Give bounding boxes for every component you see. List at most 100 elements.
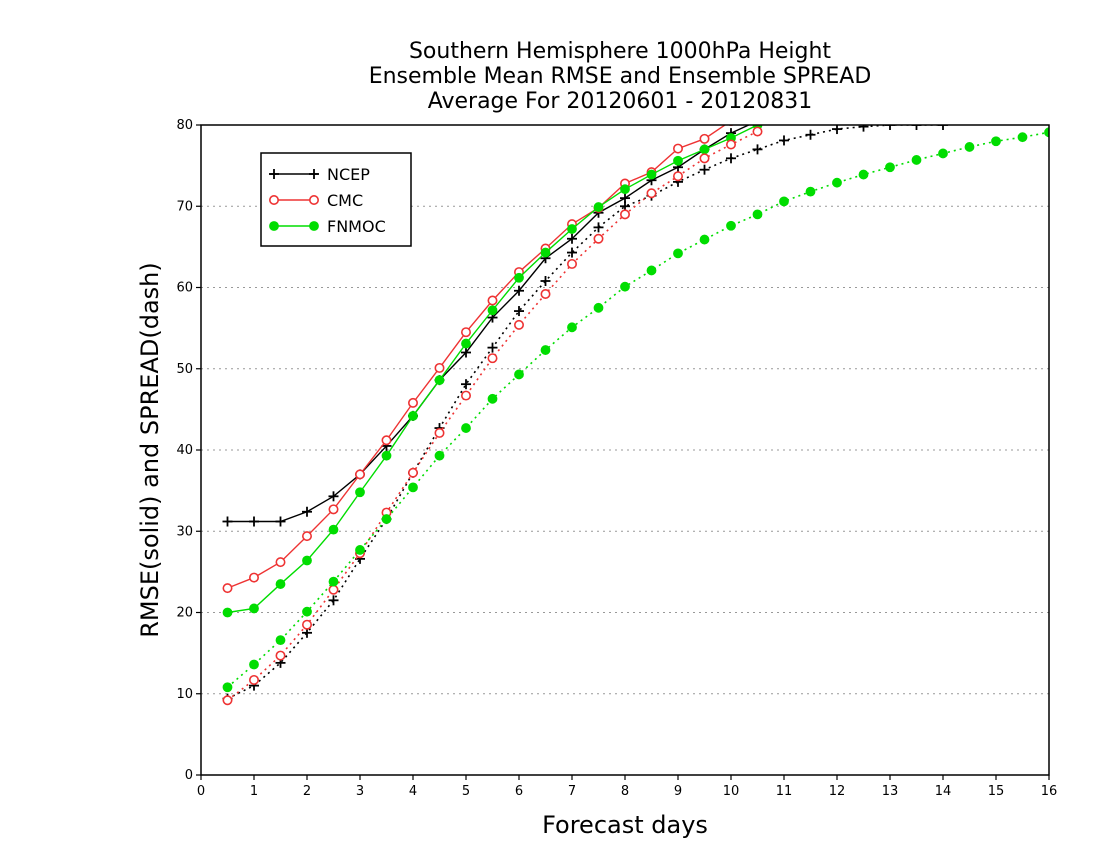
data-point — [567, 233, 577, 244]
data-point — [514, 306, 524, 317]
x-tick-label: 14 — [935, 784, 952, 799]
x-tick-label: 5 — [462, 784, 470, 799]
x-tick-label: 3 — [356, 784, 364, 799]
data-point — [567, 224, 577, 234]
legend-marker — [309, 221, 319, 231]
data-point — [885, 162, 895, 173]
data-point — [646, 169, 657, 180]
legend: NCEP CMC FNMOC — [260, 152, 412, 247]
data-point — [460, 390, 471, 401]
data-point — [593, 202, 604, 212]
data-point — [646, 188, 657, 199]
data-point — [249, 674, 260, 685]
data-point — [434, 450, 445, 461]
data-point — [460, 327, 471, 338]
data-point — [461, 338, 471, 349]
data-point — [938, 148, 948, 159]
data-point — [911, 125, 922, 130]
data-point — [249, 572, 260, 583]
data-point — [461, 423, 471, 433]
x-tick-label: 9 — [674, 784, 682, 799]
y-tick-label: 30 — [176, 524, 193, 539]
data-point — [434, 427, 445, 438]
legend-label: CMC — [327, 191, 363, 210]
data-point — [540, 288, 551, 299]
data-point — [540, 247, 551, 258]
data-point — [513, 319, 524, 330]
x-tick-label: 4 — [409, 784, 417, 799]
y-tick-label: 20 — [176, 606, 193, 621]
y-tick-label: 40 — [176, 443, 193, 458]
legend-marker — [268, 195, 279, 206]
y-tick-label: 60 — [176, 281, 193, 296]
data-point — [222, 695, 233, 706]
data-point — [566, 258, 577, 269]
data-point — [672, 171, 683, 182]
data-point — [328, 576, 339, 587]
y-tick-label: 50 — [176, 362, 193, 377]
data-point — [779, 196, 789, 207]
data-point — [911, 155, 922, 165]
data-point — [1017, 132, 1028, 143]
legend-marker — [308, 195, 319, 206]
data-point — [699, 133, 710, 144]
y-axis-label: RMSE(solid) and SPREAD(dash) — [136, 262, 164, 638]
data-point — [540, 276, 551, 286]
chart-title-line-2: Ensemble Mean RMSE and Ensemble SPREAD — [369, 64, 872, 89]
x-tick-label: 15 — [988, 784, 1005, 799]
legend-entry: CMC — [268, 191, 363, 210]
data-point — [699, 153, 710, 164]
data-point — [514, 285, 524, 296]
data-point — [593, 222, 604, 233]
series-lines — [222, 125, 1049, 706]
data-point — [434, 362, 445, 373]
y-tick-label: 70 — [176, 199, 193, 214]
data-point — [938, 125, 948, 130]
x-tick-label: 11 — [776, 784, 793, 799]
x-tick-label: 12 — [829, 784, 846, 799]
data-point — [858, 125, 869, 132]
data-point — [275, 635, 286, 646]
data-point — [858, 169, 869, 180]
data-point — [752, 126, 763, 137]
y-tick-label: 10 — [176, 687, 193, 702]
data-point — [726, 220, 736, 231]
data-point — [301, 619, 312, 630]
data-point — [461, 379, 471, 390]
data-point — [434, 375, 445, 386]
data-point — [567, 322, 577, 333]
data-point — [673, 155, 683, 166]
legend-label: NCEP — [327, 165, 370, 184]
data-point — [328, 595, 339, 606]
data-point — [805, 129, 816, 140]
data-point — [302, 506, 312, 517]
x-tick-label: 0 — [197, 784, 205, 799]
x-tick-label: 10 — [723, 784, 740, 799]
x-tick-label: 1 — [250, 784, 258, 799]
data-point — [540, 345, 551, 355]
y-tick-label: 0 — [185, 768, 193, 783]
x-tick-label: 7 — [568, 784, 576, 799]
data-point — [408, 410, 418, 421]
data-point — [728, 125, 734, 126]
data-point — [832, 177, 842, 188]
data-point — [620, 184, 630, 195]
series-line — [227, 130, 758, 701]
data-point — [964, 142, 975, 152]
data-point — [381, 435, 392, 446]
data-point — [725, 139, 736, 150]
data-point — [487, 353, 498, 364]
data-point — [699, 234, 710, 245]
data-point — [328, 524, 339, 535]
x-tick-label: 16 — [1041, 784, 1058, 799]
data-point — [381, 514, 392, 524]
data-point — [301, 531, 312, 542]
data-point — [461, 347, 471, 358]
data-point — [487, 295, 498, 306]
y-tick-label: 80 — [176, 118, 193, 133]
data-point — [487, 342, 498, 353]
data-point — [673, 248, 683, 259]
data-point — [514, 272, 524, 283]
data-point — [619, 209, 630, 220]
